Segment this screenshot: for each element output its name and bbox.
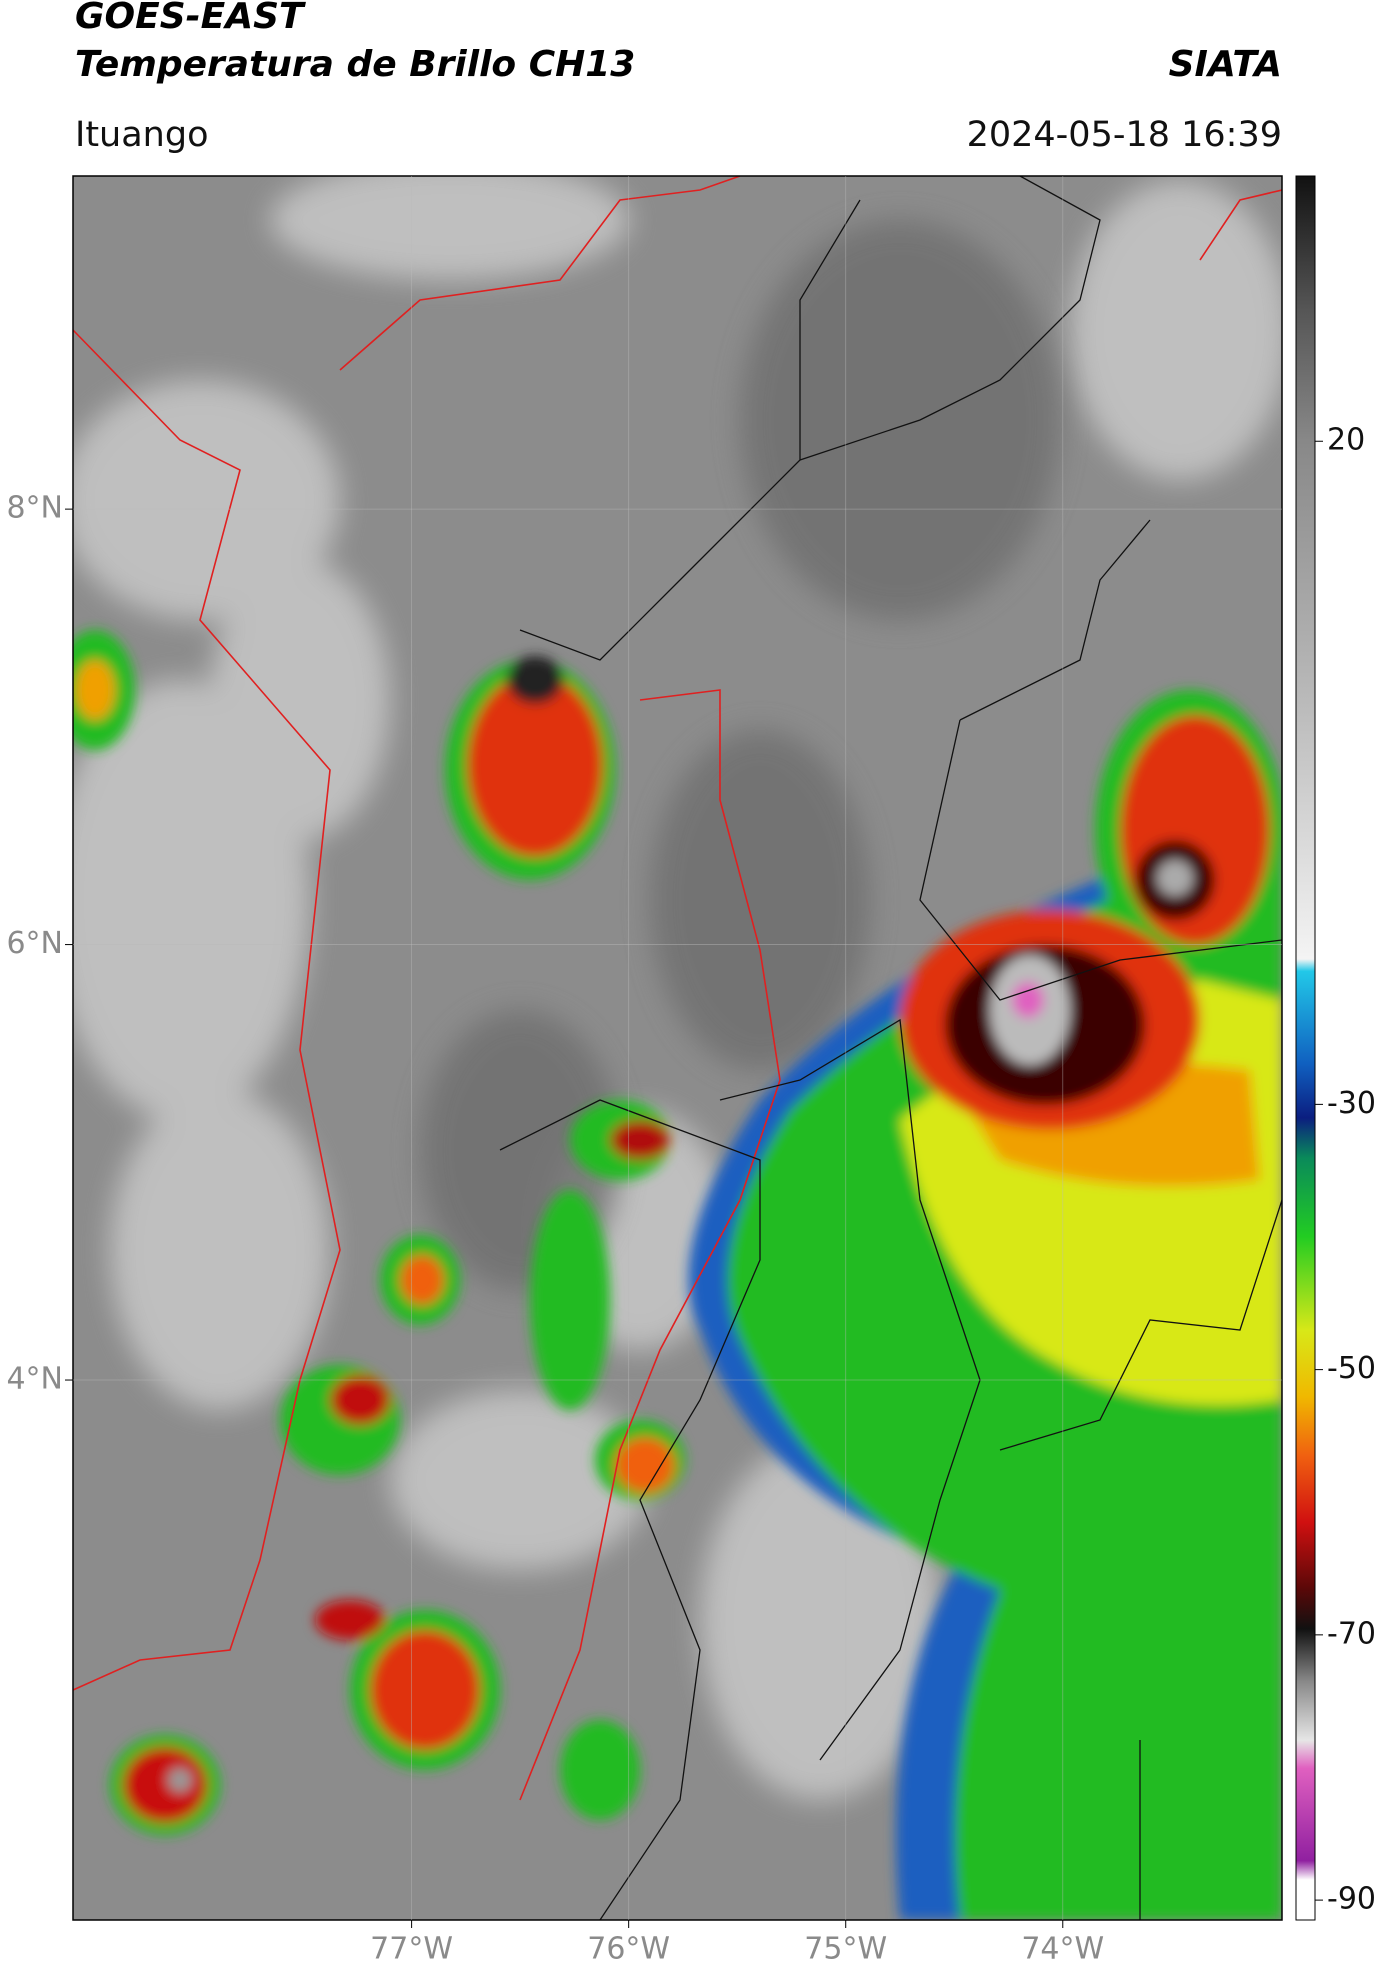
colorbar-tick-label: 20: [1327, 423, 1365, 458]
subtitle: Temperatura de Brillo CH13: [75, 44, 635, 85]
colorbar-tick-label: -50: [1327, 1351, 1376, 1386]
lon-tick-label: 74°W: [1021, 1932, 1104, 1967]
colorbar-tick-label: -70: [1327, 1616, 1376, 1651]
satellite-image: [73, 176, 1282, 1920]
lon-tick-label: 75°W: [804, 1932, 887, 1967]
colorbar: [1295, 175, 1316, 1921]
lat-tick-label: 8°N: [6, 491, 63, 526]
lat-tick-label: 6°N: [6, 926, 63, 961]
title: GOES-EAST: [75, 0, 306, 37]
lat-tick-label: 4°N: [6, 1362, 63, 1397]
map-frame: [72, 175, 1283, 1921]
colorbar-tick-label: -30: [1327, 1086, 1376, 1121]
brand: SIATA: [1169, 44, 1282, 85]
location: Ituango: [75, 115, 209, 155]
lon-tick-label: 76°W: [587, 1932, 670, 1967]
colorbar-tick-label: -90: [1327, 1882, 1376, 1917]
timestamp: 2024-05-18 16:39: [967, 115, 1282, 155]
lon-tick-label: 77°W: [370, 1932, 453, 1967]
